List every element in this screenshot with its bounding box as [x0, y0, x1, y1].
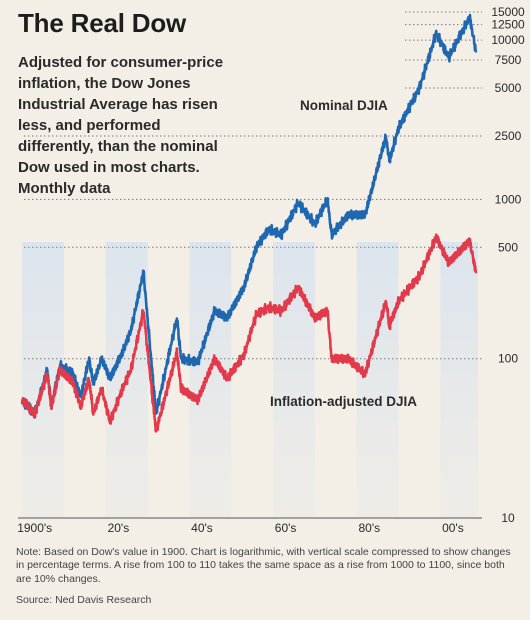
chart-subtitle: Adjusted for consumer-price inflation, t… [18, 54, 224, 197]
y-tick-label-100: 100 [498, 352, 518, 366]
decade-band-5 [440, 242, 478, 518]
x-tick-label-80s: 80's [358, 521, 380, 535]
decade-band-4 [356, 242, 399, 518]
y-tick-label-2500: 2500 [495, 129, 522, 143]
adjusted-series-label: Inflation-adjusted DJIA [270, 394, 418, 409]
chart-note: Note: Based on Dow's value in 1900. Char… [16, 546, 511, 585]
y-tick-label-15000: 15000 [491, 5, 525, 19]
decade-band-2 [189, 242, 232, 518]
y-tick-label-12500: 12500 [491, 18, 525, 32]
x-tick-label-40s: 40's [191, 521, 213, 535]
y-tick-label-10: 10 [501, 511, 515, 525]
y-tick-label-5000: 5000 [495, 81, 522, 95]
nominal-series-label: Nominal DJIA [300, 98, 388, 113]
x-tick-label-00s: 00's [442, 521, 464, 535]
chart-source: Source: Ned Davis Research [16, 594, 152, 606]
x-tick-label-20s: 20's [108, 521, 130, 535]
chart-title: The Real Dow [18, 8, 187, 38]
decade-band-3 [273, 242, 315, 518]
inflation-adjusted-djia-line [20, 233, 478, 433]
y-tick-label-500: 500 [498, 240, 518, 254]
x-tick-label-1900s: 1900's [17, 521, 52, 535]
y-tick-label-1000: 1000 [495, 192, 522, 206]
nominal-djia-line [20, 13, 478, 419]
x-tick-label-60s: 60's [275, 521, 297, 535]
y-tick-label-7500: 7500 [495, 53, 522, 67]
y-tick-label-10000: 10000 [491, 33, 525, 47]
